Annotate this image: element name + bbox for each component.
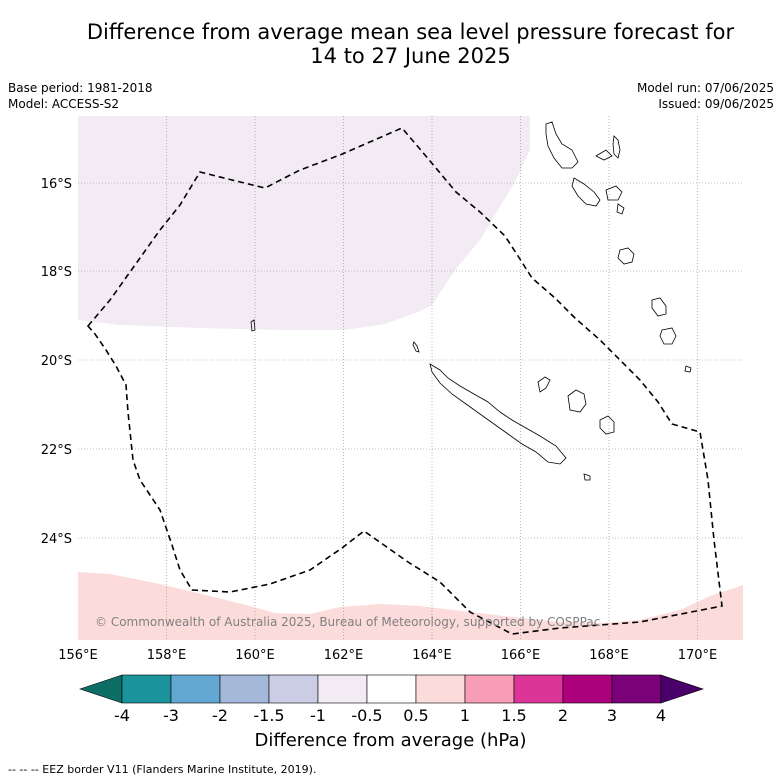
colorbar-bin — [415, 674, 466, 704]
colorbar-bin — [562, 674, 613, 704]
colorbar-tick: -3 — [163, 706, 179, 725]
colorbar-tick: 3 — [607, 706, 617, 725]
coastlines — [250, 121, 692, 481]
colorbar-ticks: -4 -3 -2 -1.5 -1 -0.5 0.5 1 1.5 2 3 4 — [114, 706, 666, 725]
small-island-coast — [684, 365, 692, 373]
tanna-coast — [651, 297, 667, 317]
colorbar-bin — [268, 674, 319, 704]
eez-footnote: -- -- -- EEZ border V11 (Flanders Marine… — [8, 763, 317, 776]
isle-of-pines-coast — [583, 473, 591, 481]
ambae-coast — [595, 149, 613, 161]
malakula-coast — [571, 177, 601, 207]
colorbar-bin — [513, 674, 564, 704]
lat-label-20s: 20°S — [41, 354, 72, 369]
colorbar-bin — [121, 674, 172, 704]
colorbar-bin — [219, 674, 270, 704]
map-title: Difference from average mean sea level p… — [40, 20, 781, 68]
colorbar-bin — [464, 674, 515, 704]
colorbar-high-extension — [660, 674, 704, 704]
colorbar-bin — [611, 674, 662, 704]
lon-label-170e: 170°E — [678, 648, 718, 663]
colorbar-low-extension — [79, 674, 123, 704]
lat-label-24s: 24°S — [41, 532, 72, 547]
lifou-coast — [567, 389, 587, 413]
new-caledonia-coast — [429, 363, 567, 465]
ouvea-coast — [537, 376, 551, 393]
lon-label-156e: 156°E — [58, 648, 98, 663]
colorbar: -4 -3 -2 -1.5 -1 -0.5 0.5 1 1.5 2 3 4 — [79, 674, 704, 725]
belep-island-coast — [412, 341, 420, 353]
colorbar-bin — [317, 674, 368, 704]
lon-label-160e: 160°E — [235, 648, 275, 663]
title-line-1: Difference from average mean sea level p… — [86, 20, 735, 44]
lon-label-166e: 166°E — [501, 648, 541, 663]
colorbar-tick: 2 — [558, 706, 568, 725]
colorbar-tick: -1.5 — [253, 706, 284, 725]
efate-coast — [605, 185, 623, 201]
lon-label-168e: 168°E — [589, 648, 629, 663]
latitude-labels: 16°S 18°S 20°S 22°S 24°S — [41, 177, 72, 547]
lat-label-22s: 22°S — [41, 443, 72, 458]
espiritu-santo-coast — [545, 121, 579, 169]
colorbar-tick: -1 — [310, 706, 326, 725]
colorbar-tick: 1.5 — [501, 706, 526, 725]
title-line-2: 14 to 27 June 2025 — [310, 44, 511, 68]
colorbar-tick: -2 — [212, 706, 228, 725]
mare-coast — [599, 415, 615, 435]
model-name: Model: ACCESS-S2 — [8, 97, 120, 111]
chesterfield-reef-coast — [250, 319, 256, 332]
colorbar-bin — [170, 674, 221, 704]
issued-date: Issued: 09/06/2025 — [658, 97, 774, 111]
map-area: © Commonwealth of Australia 2025, Bureau… — [78, 116, 743, 640]
aneityum-coast — [659, 327, 677, 345]
colorbar-bin — [366, 674, 417, 704]
meta-right: Model run: 07/06/2025 Issued: 09/06/2025 — [637, 80, 774, 112]
lon-label-164e: 164°E — [412, 648, 452, 663]
pentecost-coast — [612, 135, 621, 159]
eez-border — [86, 127, 723, 635]
lat-label-18s: 18°S — [41, 265, 72, 280]
colorbar-label: Difference from average (hPa) — [254, 730, 527, 751]
lon-label-162e: 162°E — [324, 648, 364, 663]
base-period: Base period: 1981-2018 — [8, 81, 153, 95]
gridlines — [78, 116, 743, 640]
colorbar-tick: 1 — [460, 706, 470, 725]
erromango-coast — [617, 247, 635, 265]
lon-label-158e: 158°E — [147, 648, 187, 663]
colorbar-tick: -0.5 — [351, 706, 382, 725]
negative-anomaly-region — [78, 116, 530, 330]
lat-label-16s: 16°S — [41, 177, 72, 192]
model-run: Model run: 07/06/2025 — [636, 81, 774, 95]
colorbar-tick: 4 — [656, 706, 666, 725]
positive-anomaly-region — [78, 572, 743, 640]
colorbar-tick: -4 — [114, 706, 130, 725]
longitude-labels: 156°E 158°E 160°E 162°E 164°E 166°E 168°… — [58, 648, 717, 663]
colorbar-tick: 0.5 — [403, 706, 428, 725]
epi-coast — [616, 203, 625, 215]
copyright-notice: © Commonwealth of Australia 2025, Bureau… — [95, 615, 600, 629]
meta-left: Base period: 1981-2018 Model: ACCESS-S2 — [8, 80, 153, 112]
